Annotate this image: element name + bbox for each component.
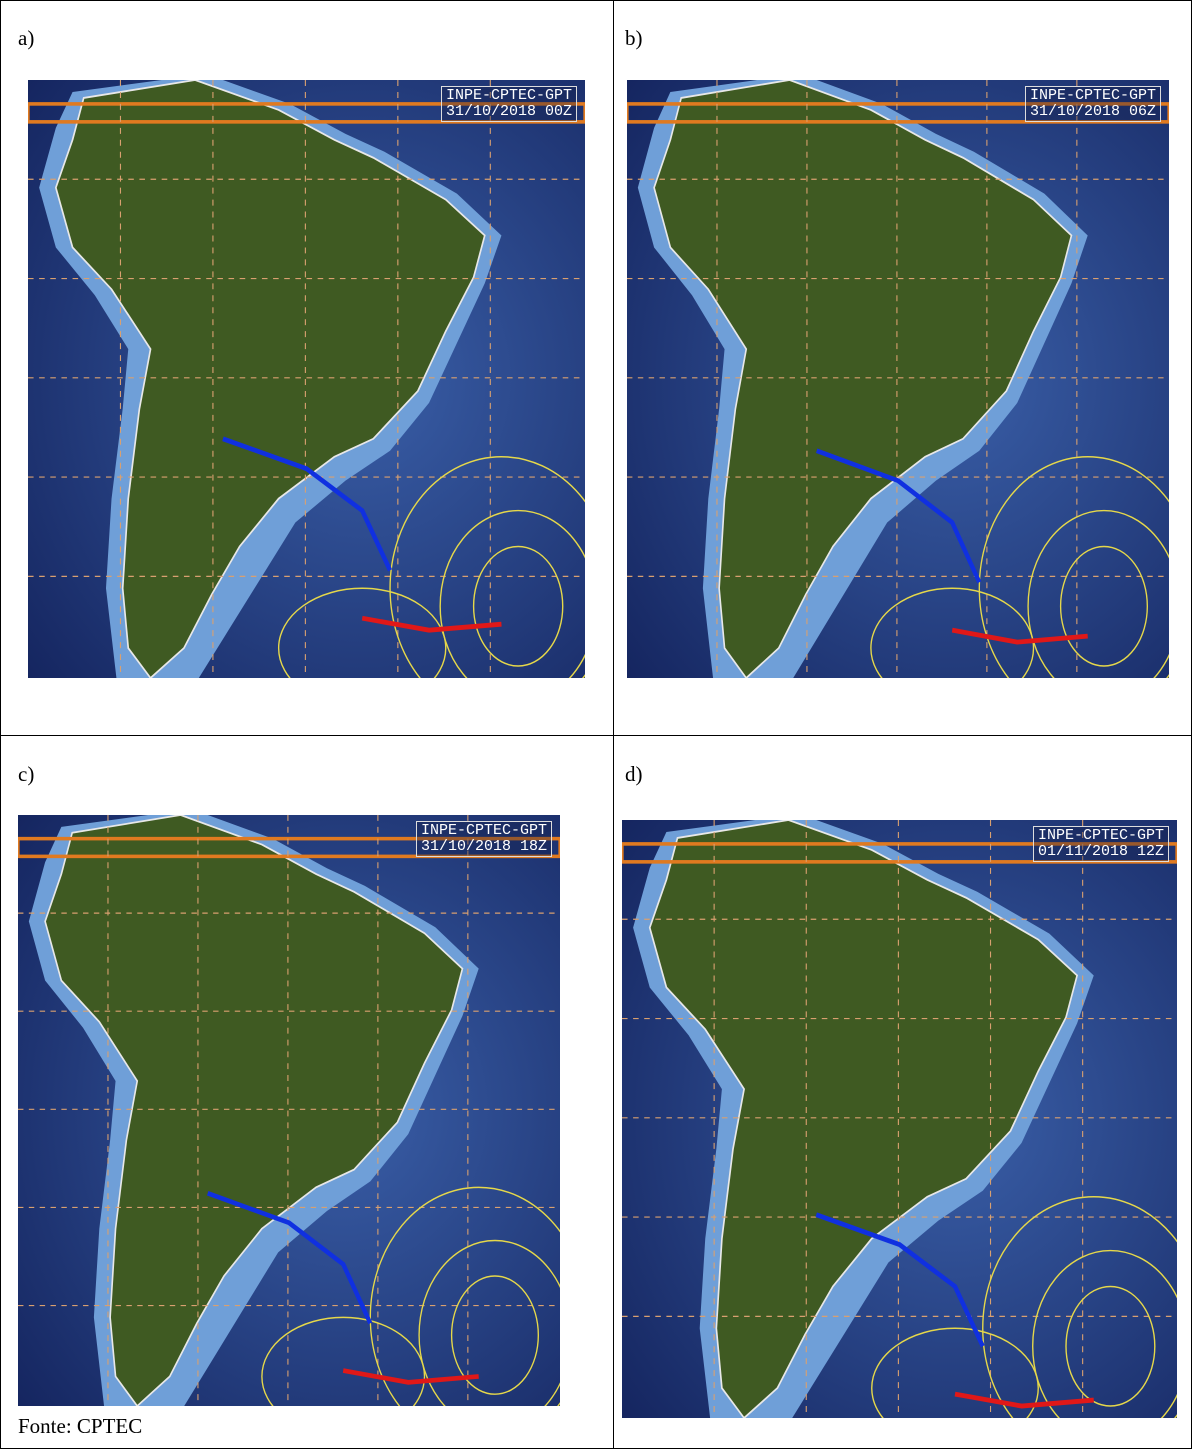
map-header: INPE-CPTEC-GPT — [446, 88, 572, 104]
map-graphic — [622, 820, 1177, 1418]
panel-label: c) — [18, 762, 34, 787]
map-graphic — [28, 80, 585, 678]
map-header: INPE-CPTEC-GPT — [1038, 828, 1164, 844]
map-graphic — [18, 815, 560, 1406]
map-timestamp: 31/10/2018 06Z — [1030, 104, 1156, 120]
panel-label: a) — [18, 26, 34, 51]
source-note: Fonte: CPTEC — [18, 1414, 142, 1439]
map-graphic — [627, 80, 1169, 678]
panel-label: d) — [625, 762, 643, 787]
row-divider — [0, 735, 1192, 736]
map-timestamp: 31/10/2018 00Z — [446, 104, 572, 120]
map-timestamp: 01/11/2018 12Z — [1038, 844, 1164, 860]
panel-label: b) — [625, 26, 643, 51]
column-divider — [613, 0, 614, 1449]
map-timestamp: 31/10/2018 18Z — [421, 839, 547, 855]
page: Fonte: CPTEC a)INPE-CPTEC-GPT31/10/2018 … — [0, 0, 1192, 1449]
map-header: INPE-CPTEC-GPT — [421, 823, 547, 839]
map-header: INPE-CPTEC-GPT — [1030, 88, 1156, 104]
